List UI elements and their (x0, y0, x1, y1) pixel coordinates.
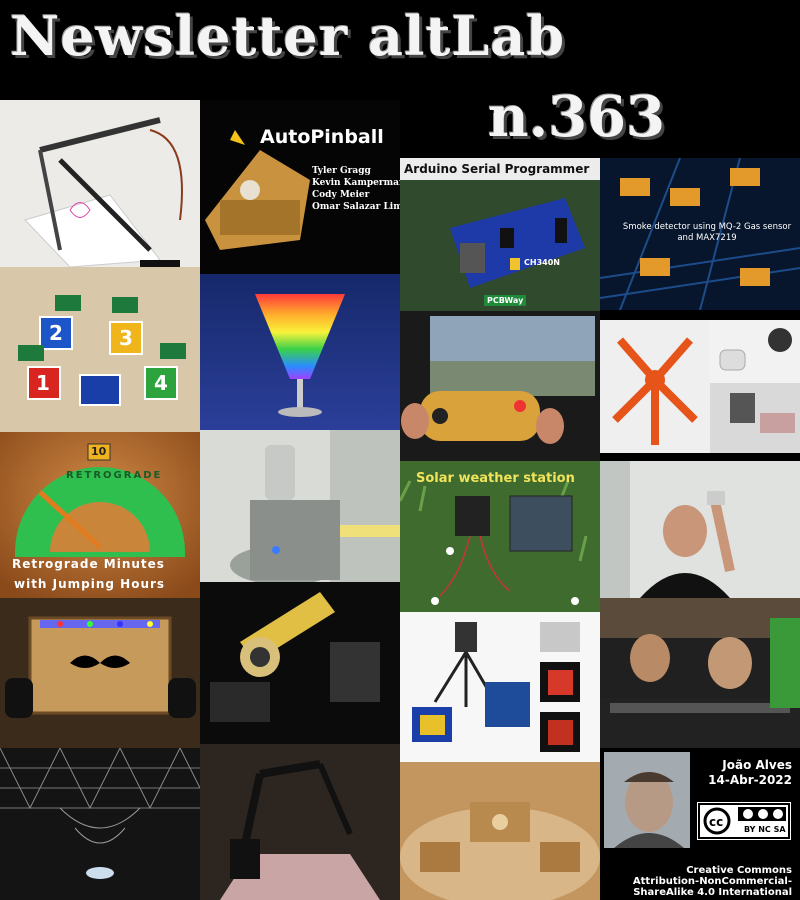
dial-text: RETROGRADE (66, 470, 163, 481)
author-name: João Alves (722, 758, 792, 772)
retrograde-caption-2: with Jumping Hours (14, 577, 166, 591)
gamepad-photo (400, 311, 600, 461)
license-line-2: Attribution-NonCommercial- (632, 876, 792, 887)
robot-arm-chess-photo (200, 744, 400, 900)
plotter-drawing (0, 100, 200, 267)
soft-robot-photo (600, 320, 710, 453)
newsletter-title: Newsletter altLab (10, 4, 566, 68)
arduino-title: Arduino Serial Programmer (404, 162, 590, 176)
publish-date: 14-Abr-2022 (708, 773, 792, 787)
autopinball-title: AutoPinball (260, 126, 384, 148)
laser-lab-photo (200, 582, 400, 744)
license-text: Creative Commons Attribution-NonCommerci… (633, 865, 792, 898)
hexagon-net-photo (0, 748, 200, 900)
number-blocks-photo: 1 2 3 4 (0, 267, 200, 432)
autopinball-photo: AutoPinball Tyler Gragg Kevin Kamperman … (200, 100, 400, 274)
thermal-camera-photo (400, 612, 600, 762)
svg-text:cc: cc (709, 815, 723, 829)
autopinball-name-1: Tyler Gragg (312, 166, 371, 176)
author-block: João Alves 14-Abr-2022 cc BY NC SA Creat… (600, 748, 800, 900)
circuit-board-photo: Smoke detector using MQ-2 Gas sensor and… (600, 158, 800, 310)
block-number-4: 4 (154, 371, 168, 395)
block-blue-left (39, 316, 73, 350)
dial-number: 10 (91, 445, 107, 458)
cc-icon: cc (703, 807, 786, 835)
solar-title: Solar weather station (416, 471, 575, 486)
author-photo (604, 752, 690, 848)
autopinball-name-3: Cody Meier (312, 190, 370, 200)
issue-number: n.363 (488, 84, 666, 150)
rainbow-lamp-photo (200, 274, 400, 430)
sensor-device-photo (200, 430, 400, 582)
smoke-caption: Smoke detector using MQ-2 Gas sensor and… (622, 222, 792, 243)
retrograde-caption-1: Retrograde Minutes (12, 557, 165, 571)
arduino-programmer-photo: Arduino Serial Programmer CH340N PCBWay (400, 158, 600, 311)
chip-label: CH340N (524, 258, 560, 267)
license-line-3: ShareAlike 4.0 International (633, 887, 792, 898)
cc-license-badge: cc BY NC SA (697, 802, 791, 840)
license-line-1: Creative Commons (686, 865, 792, 876)
retrograde-clock-photo: 10 RETROGRADE Retrograde Minutes with Ju… (0, 432, 200, 598)
block-number-1: 1 (36, 371, 50, 395)
plotter-photo (0, 100, 200, 267)
sponsor-label: PCBWay (484, 295, 527, 306)
solar-station-photo: Solar weather station (400, 461, 600, 612)
mustache-robot-photo (0, 598, 200, 748)
autopinball-name-4: Omar Salazar Lima (312, 202, 400, 212)
quantum-device-photo (400, 762, 600, 900)
gripper-photo-bottom (710, 383, 800, 453)
block-number-3: 3 (119, 326, 133, 350)
cc-badge-label: BY NC SA (744, 825, 786, 834)
scientist-photo (600, 461, 800, 598)
autopinball-name-2: Kevin Kamperman (312, 178, 400, 188)
gripper-photo-top (710, 320, 800, 383)
block-number-2: 2 (49, 321, 63, 345)
makers-photo (600, 598, 800, 748)
